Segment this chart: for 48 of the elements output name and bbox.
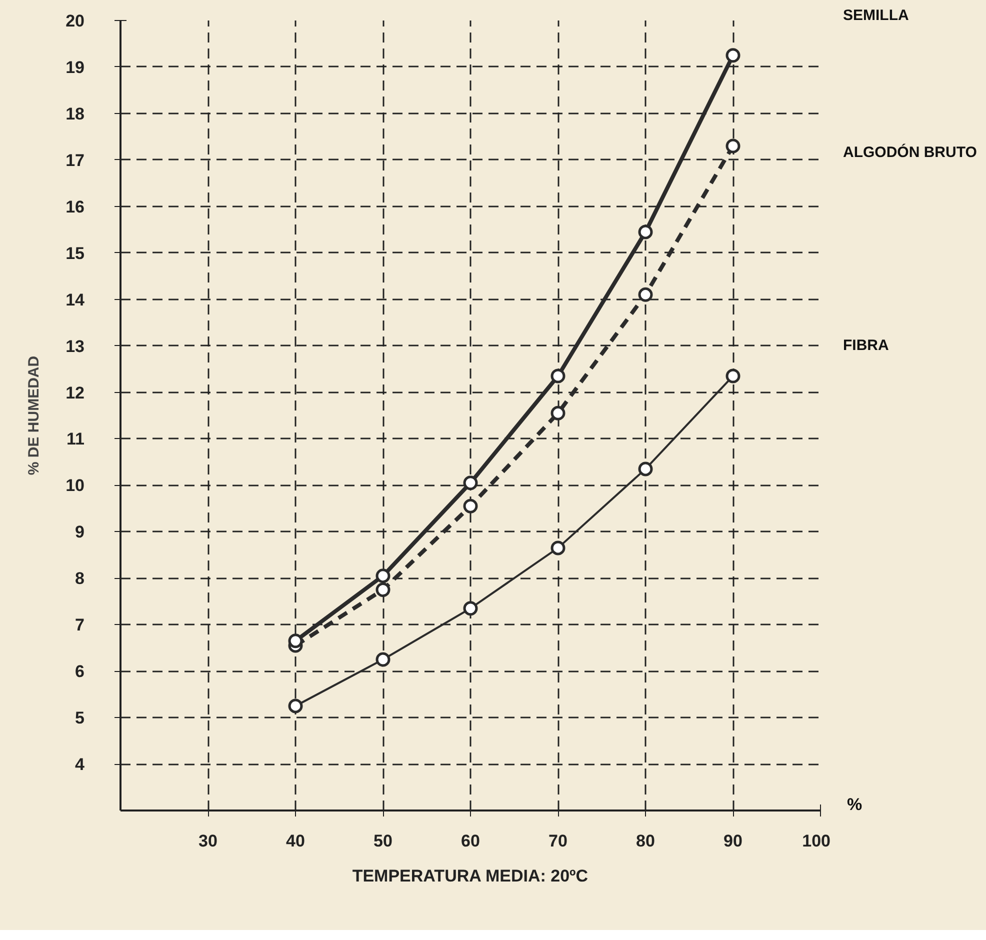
y-tick-label: 14 <box>66 290 86 310</box>
x-axis-title: % <box>847 794 862 816</box>
x-tick-label: 70 <box>548 832 568 850</box>
y-tick-label: 15 <box>66 244 85 263</box>
point <box>376 652 390 667</box>
point <box>463 601 478 616</box>
point <box>726 48 740 63</box>
y-tick-label: 18 <box>66 104 85 124</box>
x-tick-label: 80 <box>636 832 655 850</box>
y-tick-label: 12 <box>66 383 85 402</box>
x-tick-label: 50 <box>374 832 392 850</box>
y-tick-label: 20 <box>66 12 85 30</box>
y-tick-label: 10 <box>66 476 85 496</box>
y-tick-label: 6 <box>75 662 85 682</box>
y-tick-label: 11 <box>66 430 85 449</box>
y-tick-label: 13 <box>66 336 85 356</box>
y-tick-label: 9 <box>75 522 85 542</box>
y-tick-label: 8 <box>75 569 85 588</box>
point <box>376 582 390 598</box>
point <box>550 406 566 420</box>
x-tick-label: 90 <box>724 832 742 850</box>
text: TEMPERATURA MEDIA: 20ºC <box>352 866 588 886</box>
point <box>638 224 653 240</box>
y-tick-label: 7 <box>75 616 85 635</box>
point <box>288 698 303 714</box>
y-tick-label: 5 <box>75 708 85 728</box>
point <box>638 462 653 476</box>
x-tick-label: 100 <box>802 832 831 850</box>
point <box>288 634 303 648</box>
y-tick-label: 17 <box>66 150 85 170</box>
y-tick-label: 4 <box>75 755 86 774</box>
point <box>638 287 653 302</box>
x-tick-label: 30 <box>198 832 218 850</box>
point <box>726 138 740 154</box>
text: FIBRA <box>843 336 889 356</box>
point <box>726 368 740 384</box>
point <box>463 476 478 490</box>
y-axis-title: % DE HUMEDAD <box>26 356 43 476</box>
point <box>463 498 478 514</box>
x-tick-label: 40 <box>286 832 305 850</box>
text: SEMILLA <box>843 6 909 26</box>
y-tick-label: 16 <box>66 197 85 216</box>
y-tick-label: 19 <box>66 58 85 77</box>
point <box>550 368 566 384</box>
x-tick-label: 60 <box>461 832 480 850</box>
point <box>550 540 566 556</box>
text: ALGODÓN BRUTO <box>843 142 977 163</box>
point <box>376 568 390 584</box>
